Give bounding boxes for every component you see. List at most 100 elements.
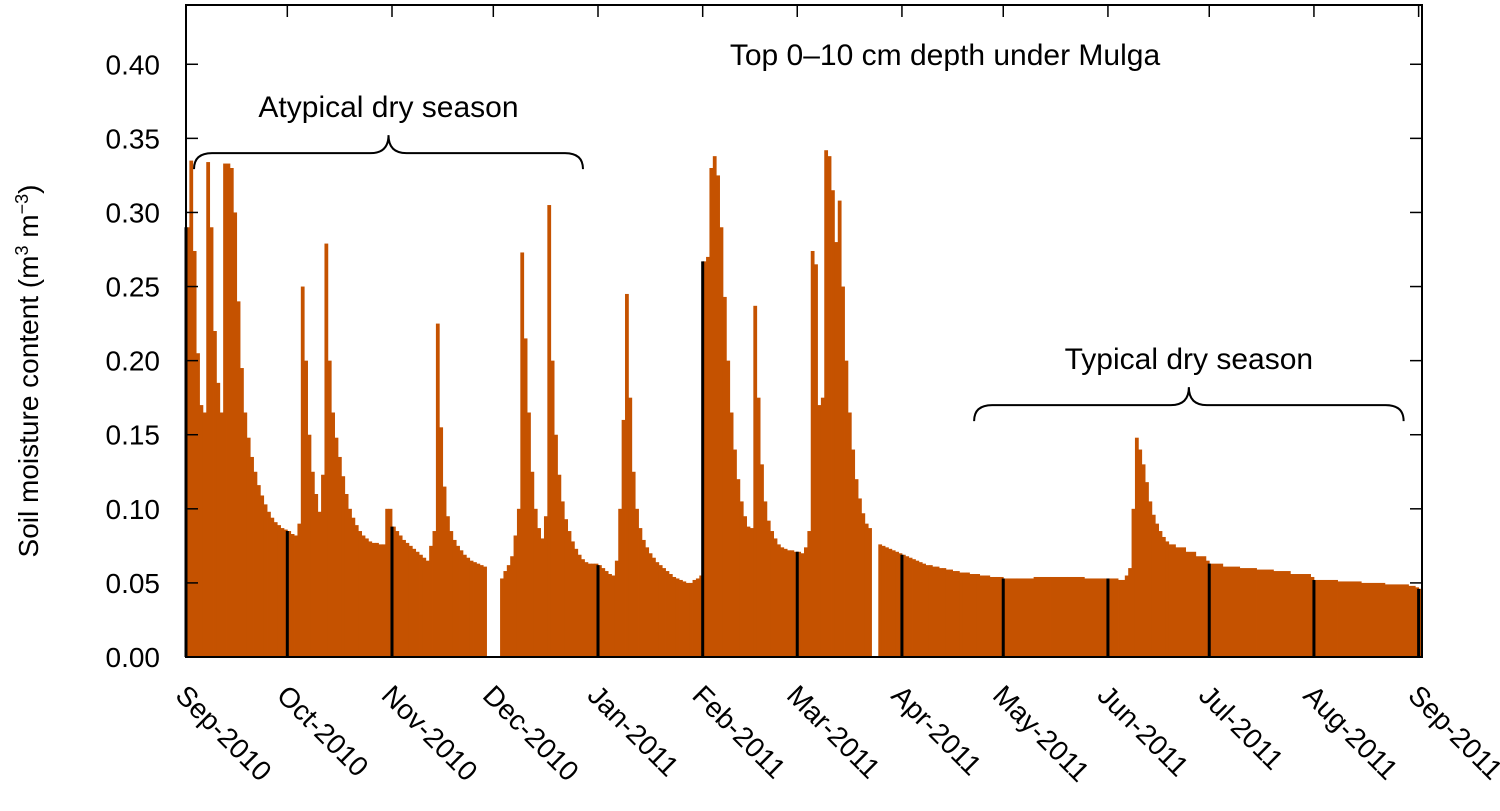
moisture-bar <box>685 582 690 657</box>
moisture-bar <box>814 264 818 657</box>
moisture-bar <box>1151 514 1156 657</box>
y-tick-label: 0.25 <box>106 272 161 303</box>
x-tick-label: Mar-2011 <box>781 679 886 784</box>
moisture-bar <box>827 156 832 657</box>
moisture-bar <box>901 554 906 657</box>
moisture-bar <box>395 531 400 657</box>
moisture-bar <box>375 542 379 657</box>
moisture-bar <box>196 353 200 657</box>
moisture-bar <box>1384 584 1409 657</box>
x-tick-label: Aug-2011 <box>1298 679 1404 785</box>
moisture-bar <box>706 256 710 657</box>
moisture-bar <box>598 565 602 657</box>
moisture-bar <box>783 548 788 657</box>
y-tick-label: 0.15 <box>106 420 161 451</box>
moisture-bar <box>743 516 747 657</box>
moisture-bar <box>560 501 565 657</box>
moisture-bar <box>804 547 808 657</box>
moisture-bar <box>327 360 332 657</box>
moisture-bar <box>270 517 275 657</box>
moisture-bar <box>354 525 359 657</box>
moisture-bar <box>709 168 714 657</box>
moisture-bar <box>739 501 744 657</box>
moisture-bar <box>773 538 778 657</box>
moisture-bar <box>567 531 572 657</box>
y-label-exp1: 3 <box>12 246 32 256</box>
moisture-bar <box>682 581 687 657</box>
moisture-bar <box>209 227 214 657</box>
y-label-exp2: −3 <box>12 194 32 215</box>
moisture-bar <box>324 243 329 657</box>
moisture-bar <box>446 516 450 657</box>
moisture-bar <box>260 495 265 657</box>
moisture-bar <box>604 571 609 657</box>
moisture-bar <box>928 565 933 657</box>
moisture-bar <box>868 528 872 657</box>
moisture-bar <box>473 562 477 657</box>
moisture-bar <box>415 551 420 657</box>
moisture-bar <box>337 456 342 657</box>
moisture-bar <box>510 556 514 657</box>
moisture-bar <box>1033 576 1051 657</box>
y-tick-label: 0.00 <box>106 642 161 673</box>
moisture-bar <box>202 412 207 657</box>
moisture-bar <box>1337 581 1362 657</box>
moisture-bar <box>608 574 612 657</box>
moisture-bar <box>530 471 535 657</box>
moisture-bar <box>770 531 775 657</box>
moisture-bar <box>1165 541 1170 657</box>
moisture-bar <box>361 535 366 657</box>
moisture-bar <box>216 382 221 657</box>
moisture-bar <box>297 523 302 657</box>
moisture-bar <box>858 498 862 657</box>
moisture-bar <box>462 554 467 657</box>
moisture-bar <box>652 557 656 657</box>
moisture-bar <box>888 548 893 657</box>
moisture-bar <box>1145 482 1149 657</box>
moisture-bar <box>223 163 227 658</box>
moisture-bar <box>506 565 511 657</box>
moisture-bar <box>986 575 991 657</box>
moisture-bar <box>672 576 677 657</box>
moisture-bar <box>932 566 937 657</box>
moisture-bar <box>1313 579 1338 657</box>
moisture-bar <box>993 576 997 657</box>
moisture-bar <box>837 200 842 657</box>
moisture-bar <box>476 563 481 657</box>
moisture-bar <box>915 560 920 657</box>
moisture-bar <box>253 471 258 657</box>
moisture-bar <box>905 556 910 657</box>
y-label-mid: m <box>13 214 44 245</box>
moisture-bar <box>483 566 487 657</box>
moisture-bar <box>1118 579 1126 657</box>
moisture-bar <box>273 522 278 657</box>
moisture-bar <box>668 574 673 657</box>
season-label: Atypical dry season <box>258 91 518 124</box>
moisture-bar <box>263 504 268 657</box>
moisture-bar <box>611 575 616 657</box>
moisture-bar <box>381 544 386 657</box>
moisture-bar <box>1107 578 1119 657</box>
moisture-bar <box>1155 523 1159 657</box>
moisture-bar <box>820 397 825 657</box>
moisture-bar <box>570 541 575 657</box>
moisture-bar <box>537 528 541 657</box>
moisture-bar <box>587 563 592 657</box>
moisture-bar <box>749 528 754 657</box>
moisture-bar <box>581 559 585 657</box>
moisture-bar <box>280 528 285 657</box>
moisture-bar <box>429 545 433 657</box>
moisture-bar <box>250 456 254 657</box>
moisture-bar <box>1131 508 1136 657</box>
moisture-bar <box>533 508 538 657</box>
moisture-bar <box>753 305 758 657</box>
moisture-bar <box>246 437 251 657</box>
x-tick-label: Feb-2011 <box>686 679 791 784</box>
y-tick-label: 0.20 <box>106 346 161 377</box>
moisture-bar <box>513 535 518 657</box>
moisture-bar <box>746 526 751 657</box>
moisture-bar <box>435 323 440 657</box>
moisture-bar <box>959 572 964 657</box>
moisture-bar <box>402 539 406 657</box>
moisture-bar <box>1124 575 1129 657</box>
